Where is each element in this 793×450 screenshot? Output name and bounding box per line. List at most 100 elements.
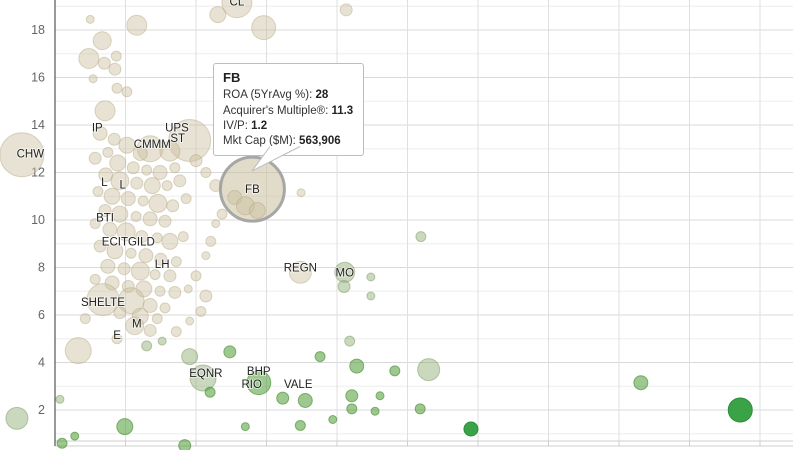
bubble[interactable]: [337, 280, 351, 293]
bubble[interactable]: [389, 365, 401, 377]
bubble[interactable]: [158, 214, 172, 228]
bubble[interactable]: [131, 307, 149, 325]
bubble[interactable]: [78, 48, 100, 69]
bubble-ip[interactable]: [92, 125, 108, 141]
bubble[interactable]: [195, 305, 207, 317]
bubble[interactable]: [180, 193, 192, 205]
bubble[interactable]: [349, 358, 365, 374]
bubble[interactable]: [294, 419, 306, 431]
bubble[interactable]: [102, 146, 114, 158]
bubble-rio[interactable]: [246, 370, 272, 396]
bubble[interactable]: [727, 397, 753, 423]
bubble[interactable]: [137, 195, 149, 207]
bubble[interactable]: [190, 270, 202, 282]
bubble[interactable]: [415, 231, 427, 243]
bubble[interactable]: [121, 86, 133, 98]
bubble[interactable]: [94, 100, 116, 122]
bubble[interactable]: [339, 3, 353, 17]
bubble[interactable]: [151, 313, 163, 325]
bubble[interactable]: [117, 287, 145, 315]
bubble[interactable]: [104, 275, 120, 291]
bubble[interactable]: [126, 14, 148, 36]
bubble[interactable]: [5, 406, 29, 430]
bubble[interactable]: [111, 205, 129, 223]
bubble[interactable]: [328, 415, 338, 424]
bubble[interactable]: [201, 251, 211, 261]
bubble[interactable]: [375, 391, 385, 401]
bubble[interactable]: [463, 421, 479, 437]
bubble-eqnr[interactable]: [189, 364, 217, 392]
bubble[interactable]: [64, 337, 92, 365]
bubble[interactable]: [111, 82, 123, 94]
bubble[interactable]: [116, 418, 134, 436]
bubble[interactable]: [93, 239, 107, 253]
bubble[interactable]: [178, 439, 192, 450]
bubble[interactable]: [89, 273, 101, 285]
bubble[interactable]: [130, 176, 144, 190]
bubble[interactable]: [92, 186, 104, 197]
bubble[interactable]: [149, 269, 161, 281]
bubble[interactable]: [107, 132, 121, 146]
bubble[interactable]: [344, 335, 356, 347]
bubble[interactable]: [141, 164, 153, 176]
bubble[interactable]: [118, 136, 136, 154]
bubble[interactable]: [130, 210, 142, 222]
bubble[interactable]: [102, 222, 118, 237]
bubble[interactable]: [113, 306, 127, 320]
bubble[interactable]: [181, 348, 199, 366]
bubble[interactable]: [110, 171, 130, 191]
bubble[interactable]: [100, 258, 116, 274]
bubble[interactable]: [205, 235, 217, 247]
bubble[interactable]: [296, 188, 306, 198]
bubble[interactable]: [89, 218, 101, 230]
bubble[interactable]: [177, 231, 189, 243]
bubble[interactable]: [85, 14, 95, 24]
bubble[interactable]: [142, 211, 158, 227]
bubble[interactable]: [117, 262, 131, 276]
bubble[interactable]: [200, 167, 212, 178]
bubble[interactable]: [141, 340, 153, 352]
bubble-m[interactable]: [125, 316, 145, 336]
bubble[interactable]: [125, 247, 137, 259]
bubble[interactable]: [173, 174, 187, 188]
bubble[interactable]: [142, 298, 158, 313]
bubble-chw[interactable]: [0, 132, 45, 178]
bubble[interactable]: [276, 391, 290, 405]
bubble[interactable]: [345, 389, 359, 403]
bubble[interactable]: [55, 394, 65, 404]
bubble[interactable]: [116, 222, 136, 242]
bubble[interactable]: [154, 285, 166, 297]
bubble[interactable]: [92, 31, 112, 51]
bubble[interactable]: [170, 256, 182, 268]
bubble[interactable]: [159, 140, 181, 162]
bubble[interactable]: [136, 135, 164, 163]
bubble[interactable]: [183, 284, 193, 294]
bubble[interactable]: [120, 191, 136, 207]
bubble[interactable]: [159, 302, 171, 314]
bubble[interactable]: [370, 406, 380, 416]
bubble[interactable]: [166, 199, 180, 213]
bubble[interactable]: [79, 313, 91, 325]
bubble[interactable]: [161, 232, 179, 250]
bubble[interactable]: [414, 403, 426, 415]
bubble[interactable]: [204, 386, 216, 398]
bubble[interactable]: [138, 248, 154, 264]
bubble[interactable]: [143, 177, 161, 195]
bubble[interactable]: [248, 202, 266, 219]
bubble[interactable]: [130, 261, 150, 281]
bubble[interactable]: [216, 208, 228, 220]
bubble[interactable]: [108, 62, 122, 76]
bubble[interactable]: [189, 154, 203, 168]
bubble[interactable]: [132, 146, 148, 161]
bubble[interactable]: [157, 336, 167, 346]
bubble[interactable]: [235, 196, 255, 216]
bubble[interactable]: [209, 6, 227, 24]
bubble[interactable]: [70, 431, 80, 441]
bubble[interactable]: [88, 74, 98, 84]
bubble[interactable]: [135, 230, 149, 244]
bubble-mo[interactable]: [334, 261, 356, 283]
bubble[interactable]: [152, 165, 168, 180]
bubble[interactable]: [417, 358, 441, 382]
bubble[interactable]: [314, 351, 326, 363]
bubble[interactable]: [185, 316, 195, 326]
